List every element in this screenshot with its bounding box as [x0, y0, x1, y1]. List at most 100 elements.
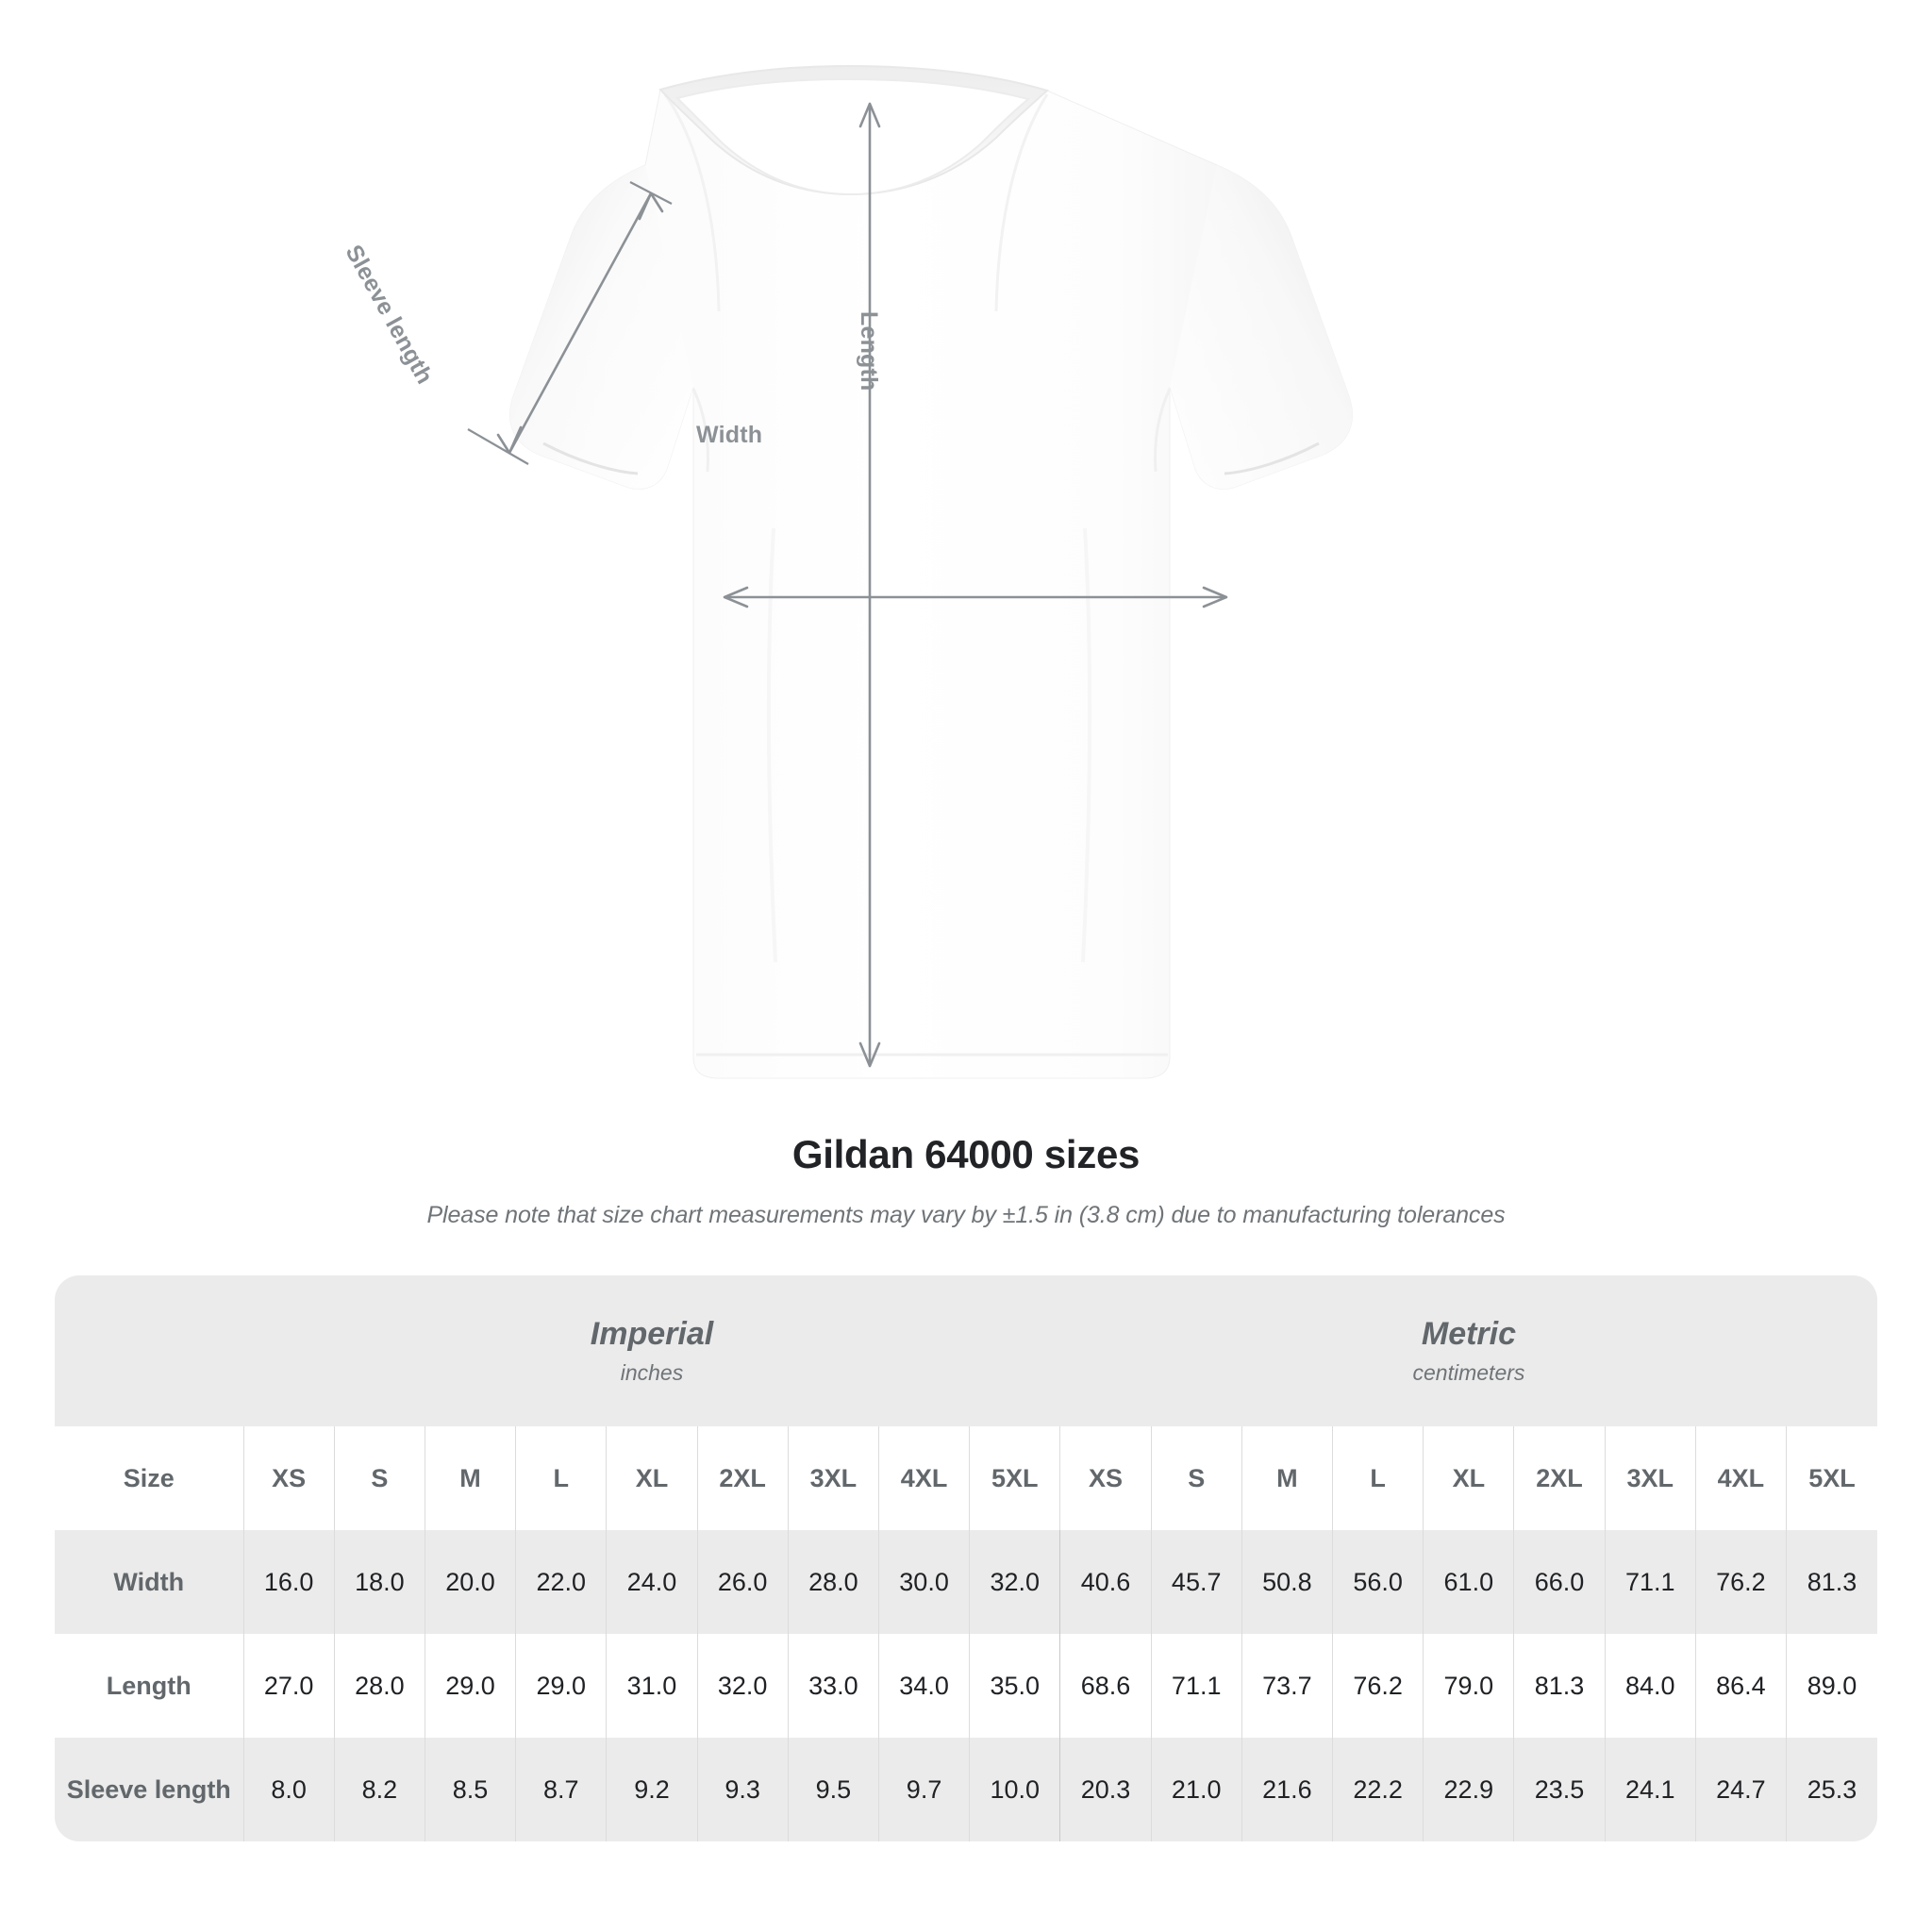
col-header-metric-xs: XS — [1059, 1426, 1152, 1530]
unit-banner-corner — [55, 1275, 244, 1426]
cell-sleeve-imperial-s: 8.2 — [333, 1738, 425, 1841]
title-block: Gildan 64000 sizes Please note that size… — [0, 1132, 1932, 1229]
tshirt-body-shape — [509, 64, 1353, 1079]
unit-sub-metric: centimeters — [1412, 1360, 1525, 1386]
cell-sleeve-imperial-l: 8.7 — [515, 1738, 607, 1841]
col-header-imperial-4xl: 4XL — [877, 1426, 970, 1530]
col-header-metric-4xl: 4XL — [1694, 1426, 1787, 1530]
row-label-length: Length — [55, 1634, 244, 1738]
cell-sleeve-metric-4xl: 24.7 — [1694, 1738, 1787, 1841]
col-header-imperial-m: M — [424, 1426, 516, 1530]
table-row: Width 16.0 18.0 20.0 22.0 24.0 26.0 28.0… — [55, 1530, 1877, 1634]
cell-length-metric-xs: 68.6 — [1059, 1634, 1152, 1738]
row-label-sleeve-length: Sleeve length — [55, 1738, 244, 1841]
cell-length-metric-4xl: 86.4 — [1694, 1634, 1787, 1738]
col-header-imperial-s: S — [333, 1426, 425, 1530]
length-arrow — [858, 102, 881, 1068]
cell-length-metric-m: 73.7 — [1241, 1634, 1333, 1738]
cell-sleeve-metric-3xl: 24.1 — [1604, 1738, 1696, 1841]
size-table-container: Imperial inches Metric centimeters Size … — [55, 1275, 1877, 1841]
col-header-metric-5xl: 5XL — [1786, 1426, 1877, 1530]
width-arrow — [723, 586, 1228, 608]
cell-width-imperial-3xl: 28.0 — [787, 1530, 879, 1634]
cell-length-metric-s: 71.1 — [1150, 1634, 1242, 1738]
row-header-size: Size — [55, 1426, 244, 1530]
table-row: Length 27.0 28.0 29.0 29.0 31.0 32.0 33.… — [55, 1634, 1877, 1738]
col-header-imperial-5xl: 5XL — [969, 1426, 1060, 1530]
cell-sleeve-metric-xl: 22.9 — [1423, 1738, 1514, 1841]
cell-length-metric-5xl: 89.0 — [1786, 1634, 1877, 1738]
cell-sleeve-metric-5xl: 25.3 — [1786, 1738, 1877, 1841]
unit-name-metric: Metric — [1421, 1315, 1517, 1352]
cell-length-imperial-m: 29.0 — [424, 1634, 516, 1738]
unit-name-imperial: Imperial — [590, 1315, 714, 1352]
length-label: Length — [856, 311, 882, 391]
cell-width-imperial-s: 18.0 — [333, 1530, 425, 1634]
cell-sleeve-metric-s: 21.0 — [1150, 1738, 1242, 1841]
col-header-imperial-2xl: 2XL — [696, 1426, 789, 1530]
cell-width-imperial-m: 20.0 — [424, 1530, 516, 1634]
row-label-width: Width — [55, 1530, 244, 1634]
col-header-metric-l: L — [1332, 1426, 1424, 1530]
col-header-metric-m: M — [1241, 1426, 1333, 1530]
unit-banner-row: Imperial inches Metric centimeters — [55, 1275, 1877, 1426]
cell-width-metric-4xl: 76.2 — [1694, 1530, 1787, 1634]
cell-length-imperial-l: 29.0 — [515, 1634, 607, 1738]
cell-length-metric-xl: 79.0 — [1423, 1634, 1514, 1738]
cell-length-imperial-xl: 31.0 — [606, 1634, 698, 1738]
cell-width-imperial-4xl: 30.0 — [877, 1530, 970, 1634]
cell-sleeve-imperial-4xl: 9.7 — [877, 1738, 970, 1841]
col-header-imperial-xl: XL — [606, 1426, 698, 1530]
cell-sleeve-imperial-5xl: 10.0 — [969, 1738, 1060, 1841]
cell-width-imperial-5xl: 32.0 — [969, 1530, 1060, 1634]
col-header-imperial-xs: XS — [242, 1426, 335, 1530]
col-header-metric-s: S — [1150, 1426, 1242, 1530]
page-title: Gildan 64000 sizes — [791, 1132, 1141, 1176]
tshirt-illustration: Sleeve length Length Width — [341, 64, 1353, 1079]
cell-length-imperial-xs: 27.0 — [242, 1634, 335, 1738]
measurement-annotations — [467, 102, 1228, 1068]
cell-width-metric-5xl: 81.3 — [1786, 1530, 1877, 1634]
size-header-row: Size XS S M L XL 2XL 3XL 4XL 5XL XS S M … — [55, 1426, 1877, 1530]
tshirt-svg — [467, 64, 1353, 1079]
cell-width-metric-xl: 61.0 — [1423, 1530, 1514, 1634]
tolerance-note: Please note that size chart measurements… — [426, 1202, 1506, 1228]
unit-sub-imperial: inches — [620, 1360, 684, 1386]
col-header-metric-2xl: 2XL — [1513, 1426, 1606, 1530]
cell-width-imperial-2xl: 26.0 — [696, 1530, 789, 1634]
sleeve-length-arrow — [467, 181, 673, 465]
cell-width-metric-2xl: 66.0 — [1513, 1530, 1606, 1634]
cell-length-metric-l: 76.2 — [1332, 1634, 1424, 1738]
cell-sleeve-metric-m: 21.6 — [1241, 1738, 1333, 1841]
cell-length-imperial-3xl: 33.0 — [787, 1634, 879, 1738]
cell-width-metric-l: 56.0 — [1332, 1530, 1424, 1634]
col-header-metric-3xl: 3XL — [1604, 1426, 1696, 1530]
cell-length-imperial-4xl: 34.0 — [877, 1634, 970, 1738]
cell-sleeve-metric-xs: 20.3 — [1059, 1738, 1152, 1841]
cell-length-imperial-5xl: 35.0 — [969, 1634, 1060, 1738]
cell-width-metric-m: 50.8 — [1241, 1530, 1333, 1634]
unit-banner-metric: Metric centimeters — [1059, 1275, 1877, 1426]
size-table: Imperial inches Metric centimeters Size … — [55, 1275, 1877, 1841]
cell-sleeve-metric-l: 22.2 — [1332, 1738, 1424, 1841]
cell-sleeve-imperial-2xl: 9.3 — [696, 1738, 789, 1841]
cell-width-imperial-xl: 24.0 — [606, 1530, 698, 1634]
cell-width-metric-3xl: 71.1 — [1604, 1530, 1696, 1634]
cell-width-imperial-xs: 16.0 — [242, 1530, 335, 1634]
cell-sleeve-imperial-xs: 8.0 — [242, 1738, 335, 1841]
cell-width-imperial-l: 22.0 — [515, 1530, 607, 1634]
col-header-metric-xl: XL — [1423, 1426, 1514, 1530]
width-label: Width — [696, 422, 763, 448]
cell-width-metric-xs: 40.6 — [1059, 1530, 1152, 1634]
cell-length-metric-2xl: 81.3 — [1513, 1634, 1606, 1738]
cell-sleeve-imperial-m: 8.5 — [424, 1738, 516, 1841]
cell-sleeve-imperial-xl: 9.2 — [606, 1738, 698, 1841]
cell-width-metric-s: 45.7 — [1150, 1530, 1242, 1634]
cell-length-imperial-s: 28.0 — [333, 1634, 425, 1738]
unit-banner-imperial: Imperial inches — [243, 1275, 1060, 1426]
cell-length-metric-3xl: 84.0 — [1604, 1634, 1696, 1738]
table-row: Sleeve length 8.0 8.2 8.5 8.7 9.2 9.3 9.… — [55, 1738, 1877, 1841]
cell-length-imperial-2xl: 32.0 — [696, 1634, 789, 1738]
col-header-imperial-l: L — [515, 1426, 607, 1530]
